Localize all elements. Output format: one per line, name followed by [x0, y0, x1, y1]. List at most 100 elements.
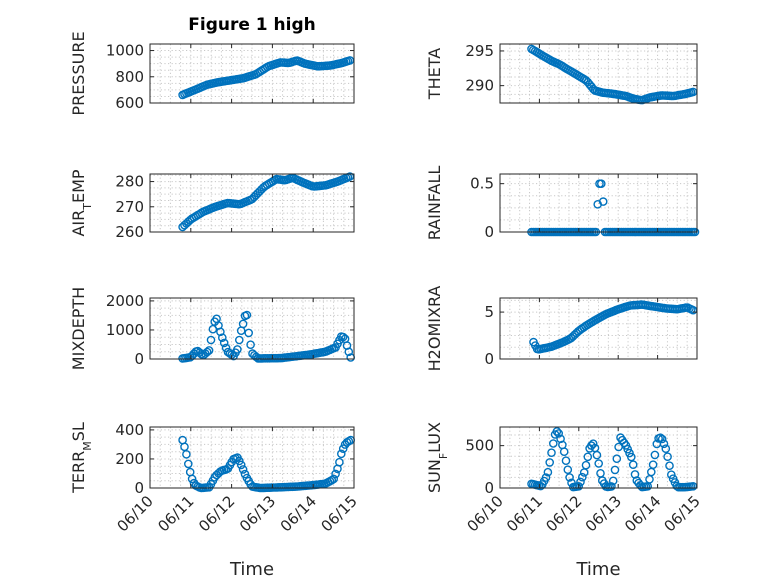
axes-box [499, 426, 698, 489]
data-point [656, 433, 665, 443]
x-tick-label: 06/12 [542, 492, 585, 535]
axes-box [499, 43, 698, 104]
data-point [336, 449, 346, 459]
data-point [594, 459, 604, 468]
axis-ylabel: THETA [425, 48, 444, 100]
data-point [561, 456, 571, 466]
axes-box [149, 426, 355, 489]
data-point [202, 347, 212, 357]
data-point [549, 439, 558, 448]
y-tick-label: 295 [465, 42, 494, 60]
y-tick-label: 270 [115, 198, 144, 216]
data-point [217, 333, 227, 343]
data-point [574, 481, 584, 491]
data-point [554, 429, 564, 438]
data-point [242, 310, 252, 320]
y-tick-label: 2000 [106, 292, 144, 310]
axis-ylabel: TERRMSL [69, 422, 94, 494]
axes-box [499, 297, 698, 360]
y-tick-label: 0 [484, 479, 494, 497]
x-tick-label: 06/15 [661, 492, 704, 535]
x-axis-label: Time [575, 559, 620, 580]
data-point [552, 427, 562, 436]
data-point [563, 465, 573, 475]
y-tick-label: 260 [115, 223, 144, 241]
data-point [665, 461, 674, 471]
y-tick-label: 0 [134, 479, 144, 497]
data-point [578, 472, 587, 482]
data-point [541, 473, 551, 482]
subplot-terr-msl: 0 200 400 TERRMSL [69, 421, 356, 497]
x-tick-label: 06/14 [621, 492, 664, 535]
axes-box [499, 173, 698, 233]
data-point [234, 456, 244, 466]
subplot-sun-flux: 0 500 SUNFLUX [425, 422, 698, 497]
data-point [236, 460, 246, 470]
data-point [183, 459, 193, 469]
axis-ylabel: RAINFALL [425, 166, 444, 241]
data-point [238, 319, 248, 329]
data-point [659, 439, 669, 449]
y-tick-label: 0.5 [470, 175, 494, 193]
data-point [233, 345, 242, 354]
axis-ylabel: H2OMIXRA [425, 286, 444, 372]
data-point [244, 328, 253, 338]
x-tick-label: 06/13 [582, 492, 625, 535]
y-tick-label: 280 [115, 173, 144, 191]
x-tick-label: 06/10 [114, 492, 157, 535]
data-point [216, 327, 225, 337]
x-tick-label: 06/11 [154, 492, 197, 535]
axes-box [149, 43, 355, 104]
data-point [187, 474, 197, 484]
subplot-rainfall: 0 0.5 RAINFALL [425, 166, 700, 241]
data-point [592, 450, 602, 460]
x-tick-label: 06/14 [277, 492, 320, 535]
data-point [559, 447, 569, 457]
y-tick-label: 1000 [106, 321, 144, 339]
x-tick-label: 06/11 [503, 492, 546, 535]
y-tick-label: 500 [465, 437, 494, 455]
subplot-pressure: 600 800 1000 PRESSURE Figure 1 high [69, 15, 355, 116]
y-tick-label: 0 [484, 223, 494, 241]
data-point [545, 458, 555, 467]
data-point [338, 332, 348, 342]
data-point [663, 452, 672, 462]
x-tick-label: 06/15 [318, 492, 361, 535]
axis-ylabel: AIRTEMP [69, 169, 94, 236]
data-point [344, 347, 354, 357]
data-point [608, 476, 618, 486]
data-point [648, 460, 658, 470]
axis-ylabel: SUNFLUX [425, 422, 450, 493]
data-point [246, 340, 255, 350]
axis-ylabel: PRESSURE [69, 31, 88, 115]
data-point [627, 452, 636, 462]
axes-box [149, 297, 355, 360]
data-point [581, 460, 591, 470]
data-point [597, 179, 606, 188]
data-point [612, 454, 622, 464]
y-tick-label: 1000 [106, 42, 144, 60]
x-tick-label: 06/13 [236, 492, 279, 535]
data-point [610, 465, 620, 475]
data-point [182, 449, 191, 459]
data-point [204, 346, 214, 355]
y-tick-label: 290 [465, 77, 494, 95]
data-point [667, 470, 676, 480]
data-point [543, 467, 553, 477]
x-axis-label: Time [229, 559, 274, 580]
data-point [234, 335, 244, 345]
y-tick-label: 0 [484, 350, 494, 368]
axes-box [149, 173, 355, 233]
data-point [576, 477, 585, 487]
data-point [327, 475, 337, 485]
data-point [219, 338, 229, 348]
y-tick-label: 5 [484, 303, 494, 321]
data-point [238, 465, 248, 474]
subplot-h2omixra: 0 5 H2OMIXRA [425, 286, 698, 372]
data-point [565, 473, 574, 482]
x-tick-label: 06/10 [464, 492, 507, 535]
y-tick-label: 200 [115, 450, 144, 468]
